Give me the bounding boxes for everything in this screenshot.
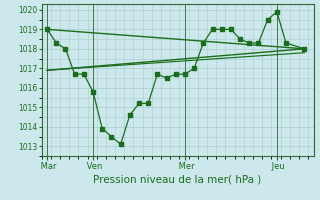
X-axis label: Pression niveau de la mer( hPa ): Pression niveau de la mer( hPa ) [93, 175, 262, 185]
